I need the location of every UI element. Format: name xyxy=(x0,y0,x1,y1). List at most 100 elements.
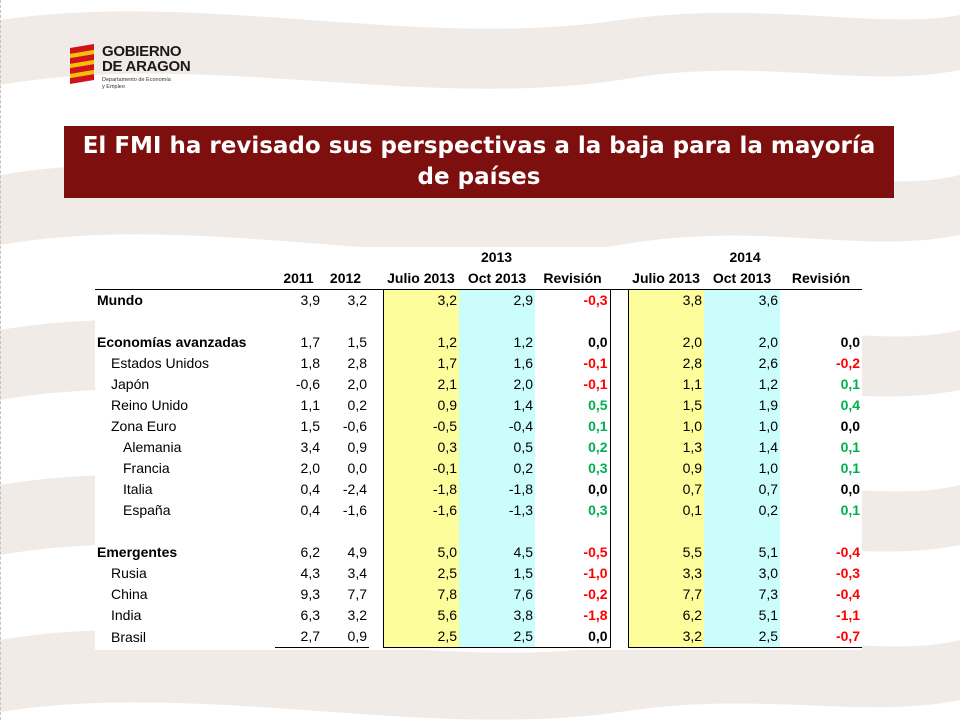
july-2013-cell: 1,7 xyxy=(382,353,459,374)
july-2013-cell: 0,9 xyxy=(382,395,459,416)
value-2012-cell: 3,4 xyxy=(347,565,367,581)
revision-2014-cell: -0,4 xyxy=(835,544,861,560)
country-name-cell xyxy=(95,311,275,332)
table-row: Francia 2,0 0,0 -0,1 0,2 0,3 0,9 1,0 0,1 xyxy=(95,458,862,479)
value-2011-cell: 2,7 xyxy=(275,626,322,648)
oct-2013-cell: 2,5 xyxy=(459,626,535,648)
revision-2013-cell: 0,2 xyxy=(535,437,611,458)
july-2013-cell: 2,1 xyxy=(382,374,459,395)
column-gap xyxy=(610,605,628,626)
july-2013-cell: 2,5 xyxy=(382,626,459,648)
revision-2013-cell: 0,0 xyxy=(535,626,611,648)
value-2011-cell: 2,0 xyxy=(300,460,320,476)
column-header-jul-2013: Julio 2013 xyxy=(383,268,459,290)
column-gap xyxy=(610,353,628,374)
oct-2013-cell: -1,3 xyxy=(459,500,535,521)
july-2014-cell: 1,3 xyxy=(627,437,705,458)
oct-2014-cell: 7,3 xyxy=(704,584,781,605)
column-gap xyxy=(369,500,383,521)
oct-2013-cell: 1,2 xyxy=(459,332,535,353)
value-2011-cell: 1,8 xyxy=(300,355,320,371)
revision-2013-cell: -0,3 xyxy=(535,289,611,311)
value-2011-cell: 1,7 xyxy=(300,334,320,350)
column-gap xyxy=(369,416,383,437)
july-2014-cell: 3,3 xyxy=(627,563,705,584)
oct-2014-cell: 2,6 xyxy=(704,353,781,374)
column-gap xyxy=(610,626,628,648)
column-header-rev-2014: Revisión xyxy=(780,268,863,290)
value-2012-cell: -1,6 xyxy=(342,502,367,518)
revision-2013-cell: -0,5 xyxy=(535,542,611,563)
column-gap xyxy=(610,311,628,332)
july-2013-cell xyxy=(382,521,459,542)
value-2012-cell: 0,9 xyxy=(322,626,369,648)
july-2014-cell: 0,9 xyxy=(627,458,705,479)
oct-2013-cell: 2,9 xyxy=(459,289,535,311)
oct-2014-cell: 1,2 xyxy=(704,374,781,395)
july-2013-cell xyxy=(382,311,459,332)
table-row: Reino Unido 1,1 0,2 0,9 1,4 0,5 1,5 1,9 0,4 xyxy=(95,395,862,416)
column-gap xyxy=(610,542,628,563)
year-2013-header: 2013 xyxy=(480,249,513,265)
revision-2014-cell: 0,0 xyxy=(840,418,861,434)
column-gap xyxy=(610,437,628,458)
country-name-cell: Emergentes xyxy=(97,544,178,560)
july-2014-cell xyxy=(627,311,705,332)
july-2014-cell: 0,7 xyxy=(627,479,705,500)
oct-2014-cell: 1,4 xyxy=(704,437,781,458)
column-gap xyxy=(369,521,383,542)
oct-2014-cell: 1,0 xyxy=(704,416,781,437)
table-row: Emergentes 6,2 4,9 5,0 4,5 -0,5 5,5 5,1 -0,4 xyxy=(95,542,862,563)
revision-2014-cell xyxy=(780,521,862,542)
table-row: Italia 0,4 -2,4 -1,8 -1,8 0,0 0,7 0,7 0,0 xyxy=(95,479,862,500)
column-gap xyxy=(369,374,383,395)
july-2013-cell: 0,3 xyxy=(382,437,459,458)
july-2014-cell xyxy=(627,521,705,542)
table-row: Rusia 4,3 3,4 2,5 1,5 -1,0 3,3 3,0 -0,3 xyxy=(95,563,862,584)
oct-2014-cell: 2,5 xyxy=(704,626,781,648)
revision-2013-cell: -0,1 xyxy=(535,374,611,395)
oct-2014-cell: 0,7 xyxy=(704,479,781,500)
value-2011-cell: 1,1 xyxy=(300,397,320,413)
logo-line-1: GOBIERNO xyxy=(102,43,182,60)
column-gap xyxy=(610,563,628,584)
logo-line-4: y Empleo xyxy=(102,83,125,90)
july-2013-cell: -1,6 xyxy=(382,500,459,521)
oct-2014-cell: 1,9 xyxy=(704,395,781,416)
oct-2013-cell: 7,6 xyxy=(459,584,535,605)
revision-2013-cell: 0,0 xyxy=(535,332,611,353)
table-row: China 9,3 7,7 7,8 7,6 -0,2 7,7 7,3 -0,4 xyxy=(95,584,862,605)
revision-2013-cell xyxy=(535,521,611,542)
column-gap xyxy=(369,290,383,312)
oct-2013-cell: 3,8 xyxy=(459,605,535,626)
oct-2013-cell xyxy=(459,521,535,542)
oct-2013-cell: 0,5 xyxy=(459,437,535,458)
july-2013-cell: -0,1 xyxy=(382,458,459,479)
value-2012-cell: 2,8 xyxy=(347,355,367,371)
country-name-cell: China xyxy=(111,586,148,602)
country-name-cell: India xyxy=(111,607,142,623)
oct-2013-cell: 4,5 xyxy=(459,542,535,563)
revision-2013-cell: 0,3 xyxy=(535,458,611,479)
oct-2014-cell: 0,2 xyxy=(704,500,781,521)
oct-2013-cell xyxy=(459,311,535,332)
revision-2014-cell: -0,2 xyxy=(835,355,861,371)
year-2014-header: 2014 xyxy=(729,249,761,265)
revision-2014-cell: -0,7 xyxy=(780,626,863,648)
country-name-cell: Zona Euro xyxy=(111,418,177,434)
oct-2014-cell: 5,1 xyxy=(704,542,781,563)
july-2014-cell: 6,2 xyxy=(627,605,705,626)
revision-2014-cell: 0,1 xyxy=(840,376,861,392)
revision-2013-cell: -0,2 xyxy=(535,584,611,605)
value-2012-cell: 0,0 xyxy=(347,460,367,476)
column-header-oct-2013: Oct 2013 xyxy=(459,268,535,290)
oct-2014-cell xyxy=(704,521,781,542)
value-2011-cell: 0,4 xyxy=(300,502,320,518)
country-name-cell: Mundo xyxy=(97,292,143,308)
value-2011-cell: 1,5 xyxy=(300,418,320,434)
country-name-cell: Economías avanzadas xyxy=(97,334,247,350)
oct-2014-cell: 5,1 xyxy=(704,605,781,626)
country-name-cell: Reino Unido xyxy=(111,397,189,413)
value-2012-cell: 3,2 xyxy=(347,292,367,308)
column-gap xyxy=(369,395,383,416)
